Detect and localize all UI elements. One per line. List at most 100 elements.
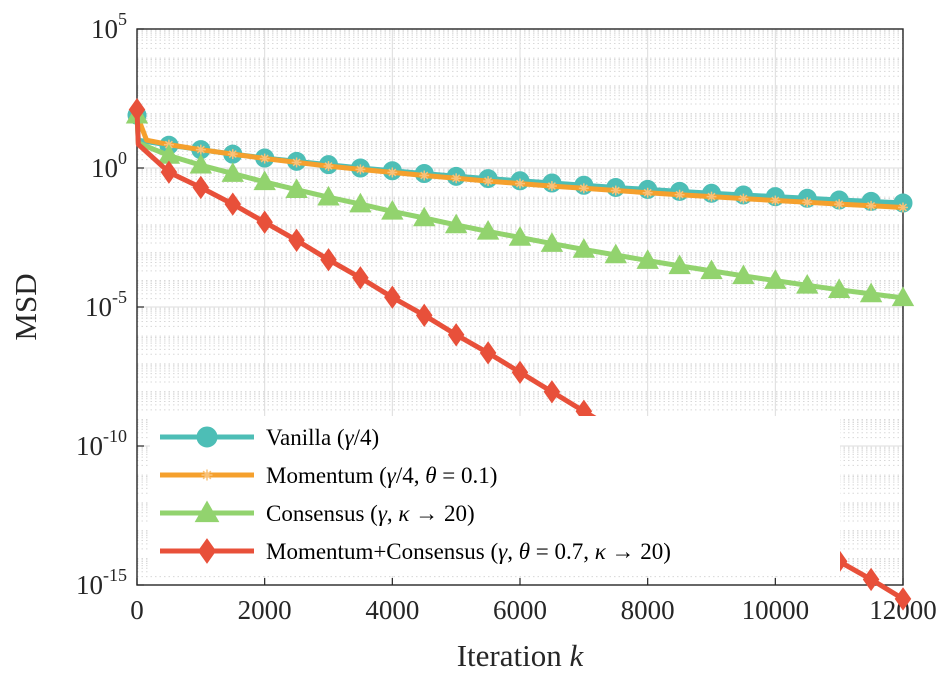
legend-marker xyxy=(197,538,217,564)
data-point xyxy=(320,248,337,272)
data-point xyxy=(700,259,723,280)
symbol-kappa: κ xyxy=(398,501,410,526)
data-point xyxy=(898,202,908,213)
symbol-theta: θ xyxy=(519,539,530,564)
data-point xyxy=(253,170,276,191)
legend-text-part: Vanilla ( xyxy=(266,425,345,450)
data-point xyxy=(636,249,659,269)
data-point xyxy=(511,360,529,384)
data-point xyxy=(706,191,717,202)
data-point xyxy=(764,269,787,289)
x-axis-label-main: Iteration xyxy=(457,638,563,673)
legend-text-part: = 0.1) xyxy=(437,463,498,488)
legend-text-part: /4, xyxy=(396,463,425,488)
x-tick-label: 8000 xyxy=(621,595,675,625)
legend-text-part: /4) xyxy=(354,425,380,450)
x-tick-label: 10000 xyxy=(742,595,810,625)
symbol-gamma: γ xyxy=(345,425,355,450)
data-point xyxy=(256,210,273,234)
legend-marker xyxy=(196,426,218,448)
y-tick-label: 105 xyxy=(91,9,127,44)
x-tick-label: 0 xyxy=(130,595,144,625)
data-point xyxy=(451,173,462,184)
legend: Vanilla (γ/4)Momentum (γ/4, θ = 0.1)Cons… xyxy=(150,416,840,576)
data-point xyxy=(323,161,334,172)
legend-text-part: Momentum ( xyxy=(266,463,387,488)
data-point xyxy=(381,200,404,220)
series-3 xyxy=(125,103,915,307)
legend-item: Momentum+Consensus (γ, θ = 0.7, κ → 20) xyxy=(160,538,671,564)
data-point xyxy=(508,226,532,246)
legend-text-part: , xyxy=(387,501,399,526)
data-point xyxy=(415,303,433,328)
x-axis-label-variable: k xyxy=(570,638,585,673)
data-point xyxy=(476,220,500,240)
data-point xyxy=(387,167,398,178)
symbol-theta: θ xyxy=(425,463,436,488)
data-point xyxy=(834,199,845,210)
data-point xyxy=(732,264,755,285)
data-point xyxy=(796,273,819,294)
data-point xyxy=(479,341,497,365)
data-point xyxy=(578,183,589,194)
data-point xyxy=(866,200,877,211)
y-tick-base: 10 xyxy=(91,14,118,44)
data-point xyxy=(770,195,781,206)
legend-label: Momentum (γ/4, θ = 0.1) xyxy=(266,463,497,488)
data-point xyxy=(288,228,305,252)
legend-label: Momentum+Consensus (γ, θ = 0.7, κ → 20) xyxy=(266,539,671,564)
legend-label: Consensus (γ, κ → 20) xyxy=(266,501,475,526)
y-tick-label: 100 xyxy=(91,148,127,183)
legend-text-part: = 0.7, xyxy=(530,539,595,564)
x-tick-label: 2000 xyxy=(238,595,292,625)
symbol-kappa: κ xyxy=(595,539,607,564)
y-tick-exponent: 5 xyxy=(118,9,127,29)
data-point xyxy=(891,286,915,307)
data-point xyxy=(862,567,880,592)
data-point xyxy=(384,285,401,309)
y-tick-base: 10 xyxy=(91,153,118,183)
data-point xyxy=(259,153,270,164)
legend-item: Vanilla (γ/4) xyxy=(160,425,379,450)
y-tick-exponent: -15 xyxy=(103,565,127,585)
symbol-gamma: γ xyxy=(498,539,508,564)
symbol-gamma: γ xyxy=(378,501,388,526)
data-point xyxy=(859,282,883,303)
data-point xyxy=(540,232,564,252)
y-tick-exponent: 0 xyxy=(118,148,127,168)
data-point xyxy=(543,380,561,404)
y-tick-exponent: -5 xyxy=(112,287,127,307)
legend-text-part: → 20) xyxy=(606,539,671,564)
data-point xyxy=(128,97,146,122)
data-point xyxy=(291,157,302,168)
data-point xyxy=(738,193,749,204)
data-point xyxy=(483,176,494,187)
y-axis-label: MSD xyxy=(8,273,43,340)
y-tick-base: 10 xyxy=(85,292,112,322)
data-point xyxy=(192,175,210,200)
data-point xyxy=(195,144,206,155)
data-point xyxy=(221,162,244,182)
data-point xyxy=(572,238,596,258)
data-point xyxy=(160,160,178,184)
data-point xyxy=(610,185,621,196)
series-line xyxy=(134,112,906,210)
data-point xyxy=(224,192,242,216)
data-point xyxy=(349,192,372,213)
data-point xyxy=(546,181,557,192)
legend-box xyxy=(150,416,840,576)
legend-text-part: , xyxy=(507,539,519,564)
legend-item: Consensus (γ, κ → 20) xyxy=(160,500,475,526)
data-point xyxy=(227,149,238,160)
legend-marker xyxy=(194,500,220,523)
y-tick-base: 10 xyxy=(76,431,103,461)
symbol-gamma: γ xyxy=(387,463,397,488)
data-point xyxy=(642,187,653,198)
data-point xyxy=(674,189,685,200)
y-tick-base: 10 xyxy=(76,570,103,600)
legend-label: Vanilla (γ/4) xyxy=(266,425,379,450)
data-point xyxy=(827,278,851,299)
data-point xyxy=(355,164,366,175)
data-point xyxy=(444,213,468,234)
